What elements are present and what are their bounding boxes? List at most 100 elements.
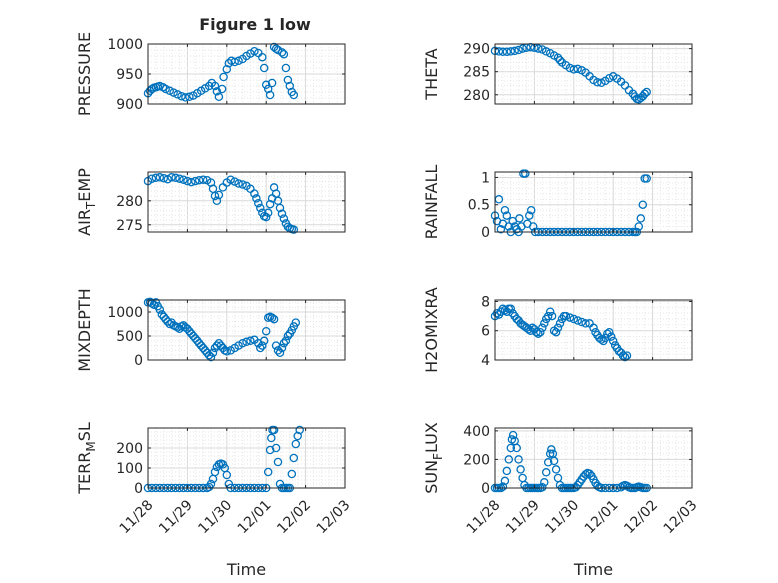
y-tick-label: 280 — [463, 88, 490, 104]
y-tick-label: 400 — [463, 424, 490, 440]
data-point — [181, 93, 190, 102]
data-point — [547, 311, 557, 321]
data-point — [234, 56, 243, 66]
data-point — [258, 52, 267, 62]
data-point — [581, 470, 590, 479]
data-point — [526, 205, 536, 215]
data-point — [263, 467, 273, 477]
data-point — [242, 337, 251, 347]
data-point — [287, 469, 297, 479]
axes-box — [494, 427, 693, 489]
series-points — [490, 42, 651, 104]
plot-area — [495, 44, 692, 104]
data-point — [259, 336, 269, 346]
plot-area — [495, 428, 692, 488]
data-point — [534, 44, 543, 53]
data-point — [551, 327, 561, 337]
data-point — [506, 304, 516, 314]
data-point — [246, 336, 255, 346]
data-point — [271, 443, 281, 453]
axes-box — [147, 299, 346, 361]
data-point — [210, 81, 220, 91]
data-point — [289, 225, 299, 234]
y-tick-label: 0 — [481, 225, 490, 241]
data-point — [217, 84, 227, 94]
y-tick-label: 280 — [116, 194, 143, 210]
data-point — [165, 86, 174, 96]
data-point — [281, 336, 291, 346]
axes-box — [147, 171, 346, 233]
data-point — [261, 80, 271, 90]
data-point — [543, 458, 553, 467]
y-tick-label: 1000 — [107, 37, 143, 53]
data-point — [238, 180, 247, 189]
data-point — [540, 478, 549, 487]
x-tick-label: 12/01 — [582, 497, 622, 537]
data-point — [642, 87, 651, 97]
data-point — [581, 319, 590, 328]
data-point — [605, 327, 614, 337]
plot-area — [148, 428, 345, 488]
data-point — [541, 47, 551, 56]
data-point — [254, 198, 263, 208]
y-tick-label: 8 — [481, 294, 490, 310]
data-point — [585, 469, 594, 478]
data-point — [277, 48, 287, 57]
data-point — [169, 88, 178, 97]
data-point — [555, 319, 565, 328]
grid — [495, 172, 692, 232]
data-point — [518, 44, 527, 53]
data-point — [504, 222, 514, 231]
data-point — [183, 176, 192, 186]
y-axis-label: TERRMSL — [75, 422, 98, 495]
x-tick-label: 11/28 — [117, 497, 157, 537]
data-point — [502, 466, 512, 476]
data-point — [538, 323, 547, 333]
data-point — [569, 314, 579, 324]
data-point — [263, 84, 273, 94]
data-point — [212, 196, 222, 206]
series-points — [143, 42, 299, 102]
data-point — [279, 338, 289, 348]
data-point — [230, 57, 239, 67]
y-tick-label: 1000 — [107, 305, 143, 321]
data-point — [208, 348, 218, 358]
data-point — [291, 439, 301, 449]
data-point — [273, 457, 283, 467]
data-point — [620, 352, 630, 362]
data-point — [210, 191, 220, 201]
y-axis-label: H2OMIXRA — [422, 287, 441, 373]
data-point — [173, 90, 182, 99]
y-axis-label: MIXDEPTH — [75, 288, 94, 371]
subplot-2: 280 285 290 THETA — [422, 42, 693, 105]
data-point — [622, 351, 632, 360]
data-point — [536, 327, 545, 337]
data-point — [267, 433, 276, 443]
data-point — [283, 75, 293, 85]
figure-title: Figure 1 low — [199, 15, 311, 34]
data-point — [256, 343, 265, 353]
x-tick-label: 11/28 — [464, 497, 504, 537]
data-point — [252, 194, 261, 203]
data-point — [565, 313, 575, 322]
data-point — [279, 49, 289, 59]
data-point — [525, 211, 534, 220]
data-point — [492, 308, 502, 318]
data-point — [289, 90, 299, 100]
data-point — [508, 430, 518, 440]
data-point — [179, 175, 188, 184]
data-point — [289, 453, 299, 463]
data-point — [271, 44, 281, 54]
data-point — [538, 483, 547, 492]
data-point — [515, 214, 524, 223]
data-point — [198, 175, 208, 184]
data-point — [219, 72, 228, 82]
data-point — [291, 318, 301, 327]
data-point — [545, 449, 555, 458]
data-point — [573, 64, 582, 74]
data-point — [234, 179, 243, 188]
data-point — [543, 311, 553, 321]
data-point — [573, 316, 582, 325]
data-point — [222, 347, 232, 356]
